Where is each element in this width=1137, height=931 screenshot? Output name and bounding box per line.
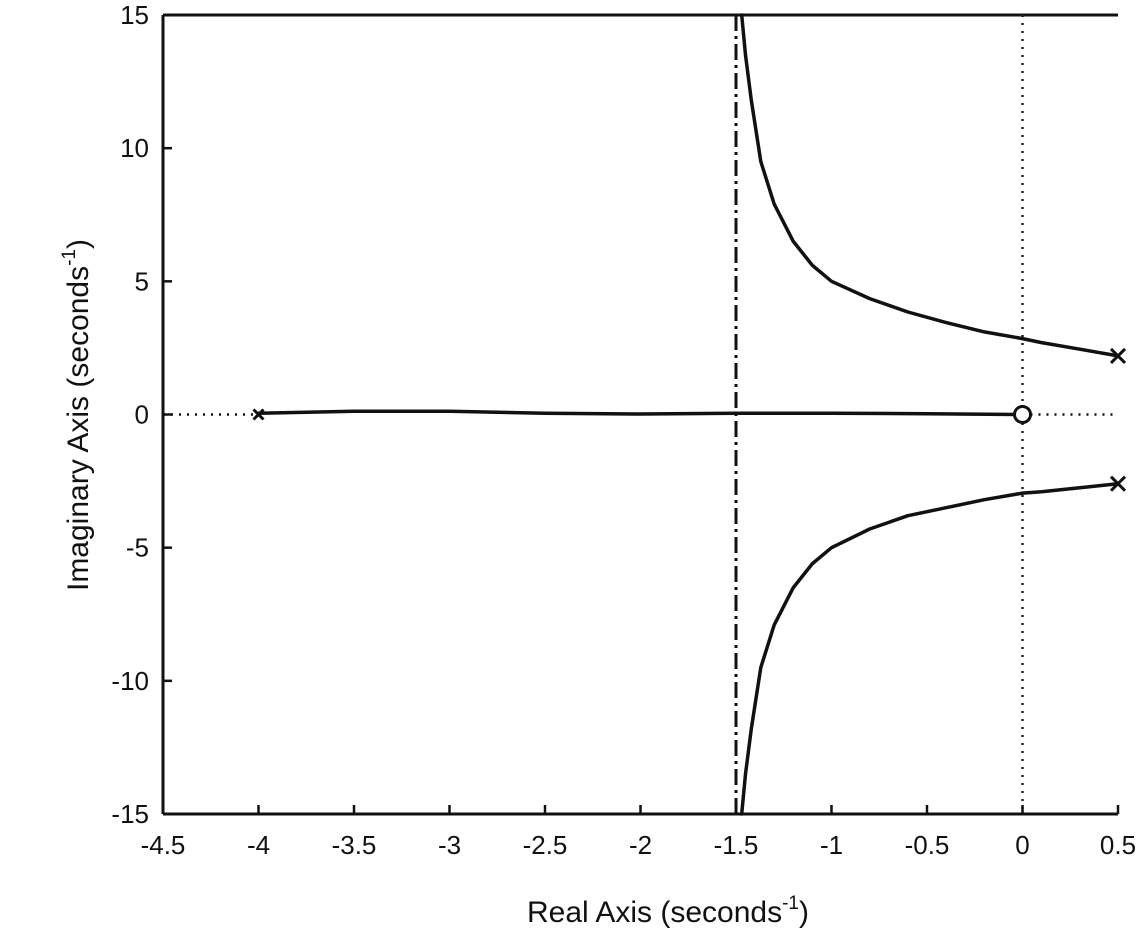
y-tick-label: 0: [135, 400, 149, 430]
x-tick-label: -4: [247, 830, 270, 860]
y-axis-ticks: 15 10 5 0 -5 -10 -15: [111, 0, 172, 829]
x-tick-label: -4.5: [141, 830, 186, 860]
x-tick-label: -3.5: [332, 830, 377, 860]
y-tick-label: 10: [120, 133, 149, 163]
pole-marker-1: [1109, 347, 1127, 364]
chart-marks: [163, 13, 1127, 816]
x-tick-label: 0.5: [1100, 830, 1136, 860]
x-axis-ticks: -4.5 -4 -3.5 -3 -2.5 -2 -1.5 -1 -0.5 0 0.5: [141, 805, 1136, 860]
x-tick-label: -3: [438, 830, 461, 860]
y-axis-title: Imaginary Axis (seconds-1): [59, 239, 95, 591]
x-axis-title: Real Axis (seconds-1): [527, 893, 809, 929]
locus-upper-branch: [739, 13, 1120, 358]
pole-marker-3: [252, 408, 265, 421]
x-tick-label: -1: [820, 830, 843, 860]
x-tick-label: -0.5: [905, 830, 950, 860]
y-tick-label: -5: [126, 533, 149, 563]
x-tick-label: -2.5: [523, 830, 568, 860]
x-tick-label: 0: [1015, 830, 1029, 860]
locus-lower-branch: [739, 481, 1120, 816]
locus-real-axis-branch: [256, 409, 1025, 417]
y-tick-label: -15: [111, 799, 149, 829]
y-tick-label: 5: [135, 266, 149, 296]
zero-marker-1: [1013, 405, 1032, 424]
y-tick-label: -10: [111, 666, 149, 696]
x-tick-label: -1.5: [714, 830, 759, 860]
x-tick-label: -2: [629, 830, 652, 860]
pole-marker-2: [1109, 475, 1127, 492]
y-tick-label: 15: [120, 0, 149, 30]
